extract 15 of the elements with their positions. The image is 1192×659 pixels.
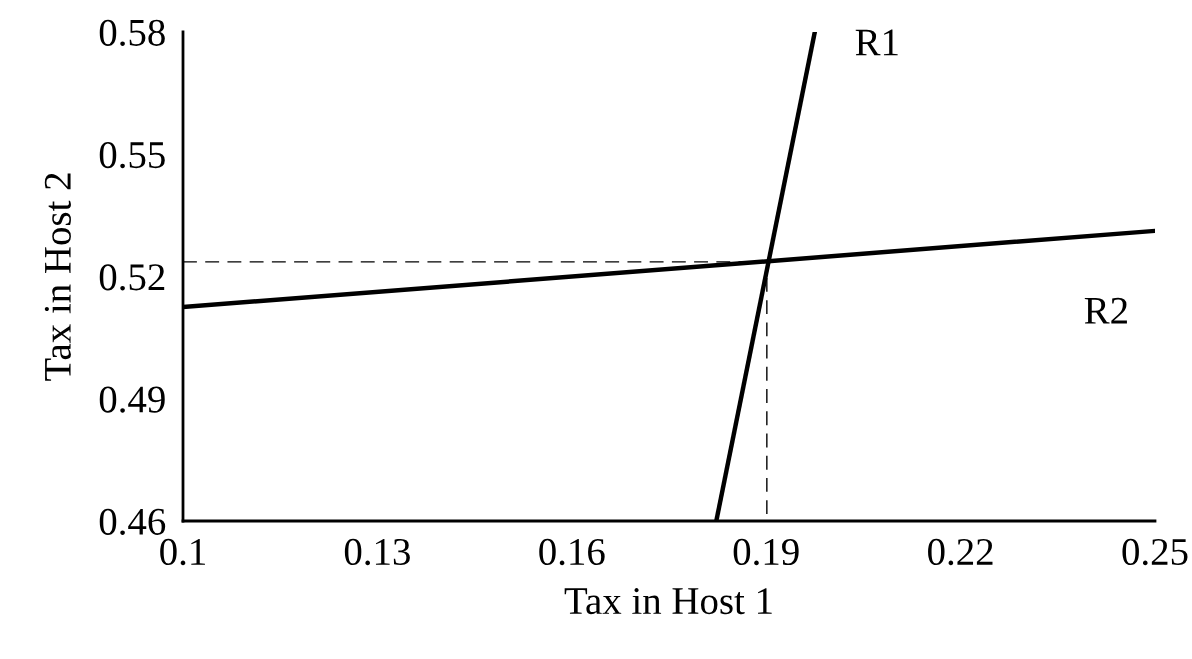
y-tick-label: 0.46 [99,508,166,536]
x-tick-label: 0.1 [160,538,205,566]
x-tick-label: 0.25 [1122,538,1188,566]
x-tick-label: 0.16 [539,538,605,566]
annotation: R1 [855,29,898,56]
y-tick-label: 0.49 [99,386,165,413]
y-axis-title: Tax in Host 2 [44,173,71,381]
annotation: R2 [1084,297,1127,324]
y-tick-label: 0.58 [99,19,165,47]
x-axis-title: Tax in Host 1 [564,588,772,615]
x-tick-label: 0.19 [733,538,799,566]
x-tick-label: 0.22 [928,538,993,566]
y-tick-label: 0.55 [99,141,165,169]
x-tick-label: 0.13 [344,538,410,566]
y-tick-label: 0.52 [99,264,165,291]
